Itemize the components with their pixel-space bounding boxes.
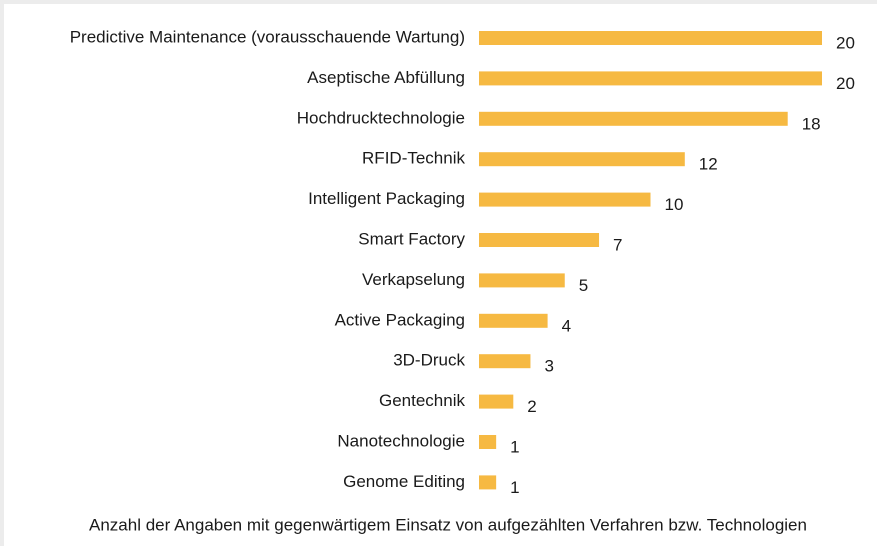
bar [479,152,685,167]
category-label: Smart Factory [358,229,465,248]
value-label: 1 [510,437,519,456]
bar [479,313,548,328]
bar [479,111,788,126]
category-label: Gentechnik [379,391,465,410]
value-label: 4 [562,316,571,335]
category-label: Intelligent Packaging [308,189,465,208]
value-label: 12 [699,155,718,174]
bar [479,192,651,207]
bar [479,475,497,490]
value-label: 10 [665,195,684,214]
value-label: 5 [579,276,588,295]
bar [479,394,514,409]
category-label: Hochdrucktechnologie [297,108,465,127]
category-label: Predictive Maintenance (vorausschauende … [70,27,465,46]
category-label: RFID-Technik [362,149,465,168]
panel [4,4,877,546]
value-label: 20 [836,33,855,52]
bar [479,435,497,449]
bar [479,31,822,45]
category-label: Nanotechnologie [337,431,465,450]
bar [479,354,531,369]
category-label: 3D-Druck [393,351,465,370]
category-label: Aseptische Abfüllung [307,68,465,87]
value-label: 2 [527,397,536,416]
value-label: 20 [836,74,855,93]
value-label: 7 [613,235,622,254]
value-label: 18 [802,114,821,133]
bar [479,233,600,247]
category-label: Active Packaging [335,310,465,329]
caption: Anzahl der Angaben mit gegenwärtigem Ein… [89,515,807,534]
bar [479,71,822,86]
category-label: Genome Editing [343,472,465,491]
value-label: 3 [544,357,553,376]
category-label: Verkapselung [362,270,465,289]
value-label: 1 [510,478,519,497]
bar [479,273,565,288]
